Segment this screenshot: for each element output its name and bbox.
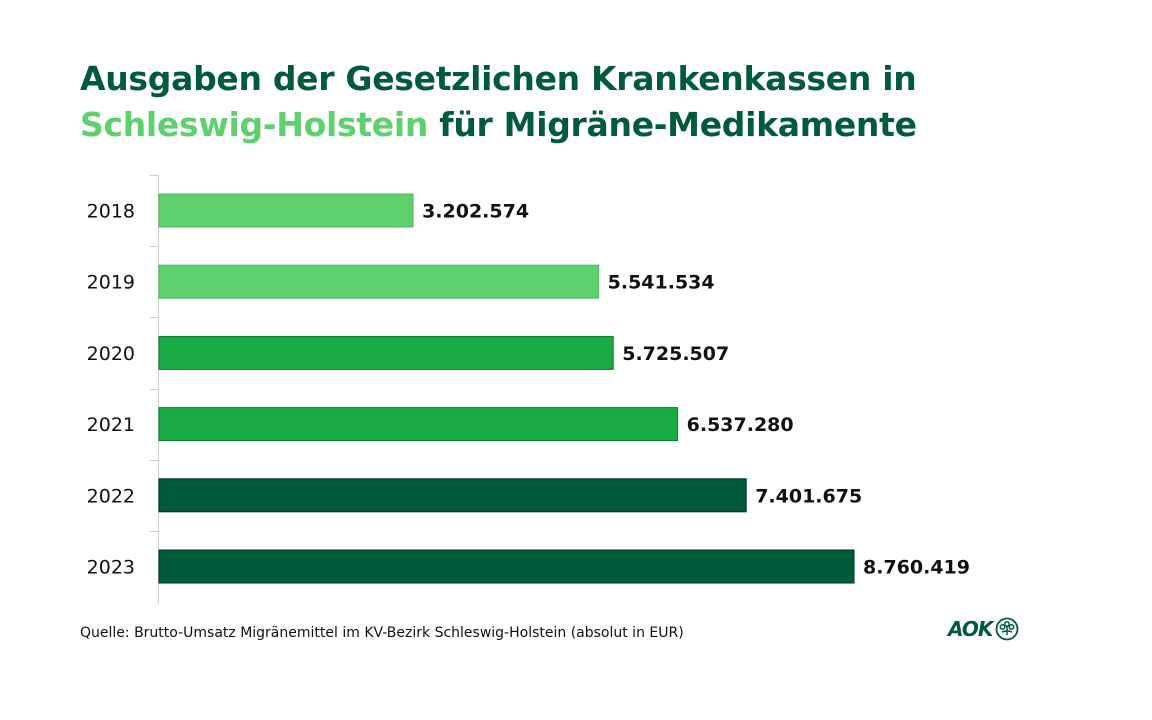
- value-label-2020: 5.725.507: [622, 343, 729, 365]
- category-label-2022: 2022: [87, 485, 135, 507]
- bar-2018: [158, 193, 414, 228]
- axis: [150, 175, 159, 604]
- source-note: Quelle: Brutto-Umsatz Migränemittel im K…: [80, 625, 684, 641]
- category-label-2018: 2018: [87, 201, 135, 223]
- bar-2021: [158, 407, 679, 442]
- category-label-2020: 2020: [87, 343, 135, 365]
- value-label-2018: 3.202.574: [422, 201, 529, 223]
- value-label-2022: 7.401.675: [755, 485, 862, 507]
- bar-2023: [158, 549, 855, 584]
- category-label-2021: 2021: [87, 414, 135, 436]
- value-label-2023: 8.760.419: [863, 557, 970, 579]
- category-label-2019: 2019: [87, 272, 135, 294]
- chart-title: Ausgaben der Gesetzlichen Krankenkassen …: [80, 56, 917, 148]
- value-label-2019: 5.541.534: [608, 272, 715, 294]
- bar-2020: [158, 335, 614, 370]
- bars: [158, 193, 855, 584]
- value-label-2021: 6.537.280: [687, 414, 794, 436]
- title-line-2: für Migräne-Medikamente: [428, 105, 917, 144]
- title-highlight: Schleswig-Holstein: [80, 105, 429, 144]
- bar-2019: [158, 264, 600, 299]
- title-line-1: Ausgaben der Gesetzlichen Krankenkassen …: [80, 59, 917, 98]
- aok-logo: AOK: [948, 617, 1019, 641]
- aok-tree-icon: [995, 617, 1019, 641]
- logo-text: AOK: [948, 617, 993, 641]
- bar-2022: [158, 478, 747, 513]
- category-label-2023: 2023: [87, 557, 135, 579]
- labels: 2018 3.202.574 2019 5.541.534 2020 5.725.507 2…: [87, 201, 970, 579]
